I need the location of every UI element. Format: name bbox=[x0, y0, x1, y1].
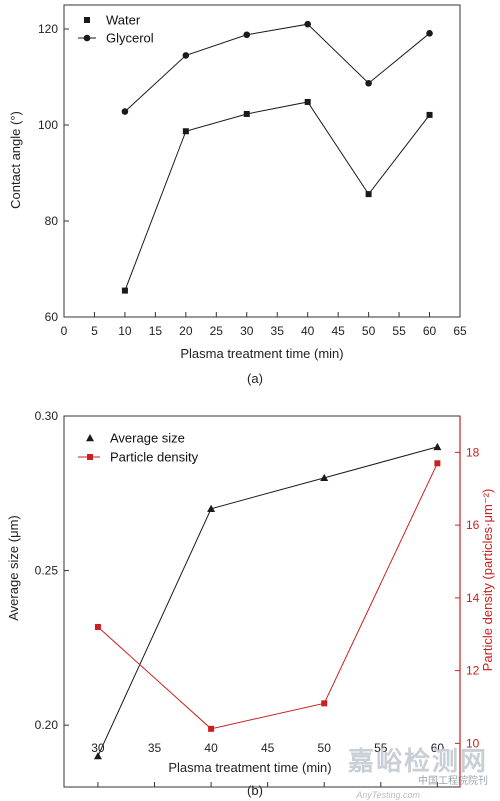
y-axis-a: 60 80 100 120 bbox=[38, 22, 69, 324]
data-point-particle-density bbox=[94, 623, 101, 630]
y-right-tick-label: 16 bbox=[466, 518, 480, 532]
legend-marker bbox=[87, 454, 93, 460]
legend-label: Glycerol bbox=[106, 31, 154, 46]
data-point-water bbox=[426, 111, 433, 118]
x-tick-label: 30 bbox=[91, 741, 105, 755]
x-tick-label: 25 bbox=[210, 324, 224, 338]
legend-marker bbox=[84, 17, 90, 23]
data-point-water bbox=[243, 110, 250, 117]
legend-marker bbox=[83, 34, 91, 42]
y-left-tick-label: 0.30 bbox=[35, 409, 59, 423]
y-tick-label: 120 bbox=[38, 22, 58, 36]
x-axis-title-a: Plasma treatment time (min) bbox=[180, 346, 343, 361]
data-point-particle-density bbox=[434, 460, 441, 467]
y-axis-title-a: Contact angle (°) bbox=[8, 111, 23, 209]
series-group-a bbox=[121, 20, 433, 294]
data-point-average-size bbox=[320, 473, 329, 482]
x-tick-label: 50 bbox=[362, 324, 376, 338]
y-axis-right-title-b: Particle density (particles·μm⁻²) bbox=[480, 489, 495, 672]
data-point-water bbox=[182, 128, 189, 135]
data-point-water bbox=[365, 191, 372, 198]
x-tick-label: 45 bbox=[331, 324, 345, 338]
x-tick-label: 65 bbox=[453, 324, 467, 338]
chart-panel-b: 30 35 40 45 50 55 60 0.20 0.25 0.30 10 12 14 16 18 A… bbox=[6, 409, 495, 798]
series-line-particle-density bbox=[97, 463, 438, 730]
x-axis-title-b: Plasma treatment time (min) bbox=[168, 760, 331, 775]
y-right-tick-label: 14 bbox=[466, 591, 480, 605]
y-tick-label: 100 bbox=[38, 118, 58, 132]
data-point-water bbox=[304, 98, 311, 105]
data-point-glycerol bbox=[243, 31, 251, 39]
y-axis-left-b: 0.20 0.25 0.30 bbox=[35, 409, 69, 732]
series-group-b bbox=[93, 442, 442, 760]
data-point-glycerol bbox=[304, 20, 311, 28]
y-axis-left-title-b: Average size (μm) bbox=[6, 515, 21, 621]
x-tick-label: 50 bbox=[318, 741, 332, 755]
plot-frame-b bbox=[63, 415, 461, 788]
y-axis-right-b: 10 12 14 16 18 bbox=[455, 445, 480, 750]
x-tick-label: 35 bbox=[271, 324, 285, 338]
legend-label: Water bbox=[106, 13, 141, 28]
x-tick-label: 0 bbox=[61, 324, 68, 338]
watermark-main-text: 嘉峪检测网 bbox=[348, 746, 488, 776]
x-tick-label: 55 bbox=[374, 741, 388, 755]
y-tick-label: 80 bbox=[45, 214, 59, 228]
panel-label-b: (b) bbox=[247, 783, 263, 798]
legend-a: Water Glycerol bbox=[78, 13, 154, 46]
x-tick-label: 45 bbox=[261, 741, 275, 755]
data-point-glycerol bbox=[121, 108, 129, 115]
data-point-average-size bbox=[207, 504, 216, 512]
legend-b: Average size Particle density bbox=[78, 431, 199, 465]
x-tick-label: 60 bbox=[423, 324, 437, 338]
x-tick-label: 5 bbox=[91, 324, 98, 338]
x-tick-label: 55 bbox=[392, 324, 406, 338]
x-tick-label: 15 bbox=[149, 324, 163, 338]
x-tick-label: 60 bbox=[431, 741, 445, 755]
data-point-glycerol bbox=[426, 30, 433, 37]
y-right-tick-label: 12 bbox=[466, 664, 480, 678]
series-line-average-size bbox=[97, 446, 438, 757]
legend-label: Particle density bbox=[110, 450, 199, 465]
watermark-sub-text: 中国工程院院刊 bbox=[418, 774, 488, 787]
legend-marker bbox=[86, 434, 94, 442]
x-tick-label: 40 bbox=[301, 324, 315, 338]
chart-panel-a: 0 5 10 15 20 25 30 35 40 45 50 55 60 65 60 80 100 120 Wa… bbox=[8, 4, 467, 386]
y-right-tick-label: 18 bbox=[466, 445, 480, 459]
y-tick-label: 60 bbox=[45, 310, 59, 324]
x-axis-a: 0 5 10 15 20 25 30 35 40 45 50 55 60 65 bbox=[61, 312, 467, 338]
data-point-particle-density bbox=[321, 700, 328, 707]
y-left-tick-label: 0.20 bbox=[35, 718, 59, 732]
x-tick-label: 10 bbox=[118, 324, 132, 338]
data-point-glycerol bbox=[182, 52, 190, 59]
y-left-tick-label: 0.25 bbox=[35, 564, 59, 578]
x-axis-b: 30 35 40 45 50 55 60 bbox=[91, 741, 444, 787]
x-tick-label: 40 bbox=[204, 741, 218, 755]
y-right-tick-label: 10 bbox=[466, 736, 480, 750]
series-line-water bbox=[124, 101, 430, 291]
x-tick-label: 20 bbox=[179, 324, 193, 338]
watermark-en-text: AnyTesting.com bbox=[355, 790, 420, 800]
panel-label-a: (a) bbox=[247, 371, 263, 386]
series-line-glycerol bbox=[124, 23, 430, 112]
legend-label: Average size bbox=[110, 431, 185, 446]
data-point-average-size bbox=[433, 442, 442, 451]
data-point-water bbox=[121, 287, 128, 294]
data-point-glycerol bbox=[365, 79, 372, 87]
x-tick-label: 35 bbox=[148, 741, 162, 755]
watermark: 嘉峪检测网 中国工程院院刊 AnyTesting.com bbox=[348, 746, 488, 800]
plot-frame-a bbox=[63, 4, 461, 318]
x-tick-label: 30 bbox=[240, 324, 254, 338]
data-point-particle-density bbox=[208, 725, 215, 732]
data-point-average-size bbox=[93, 752, 102, 760]
